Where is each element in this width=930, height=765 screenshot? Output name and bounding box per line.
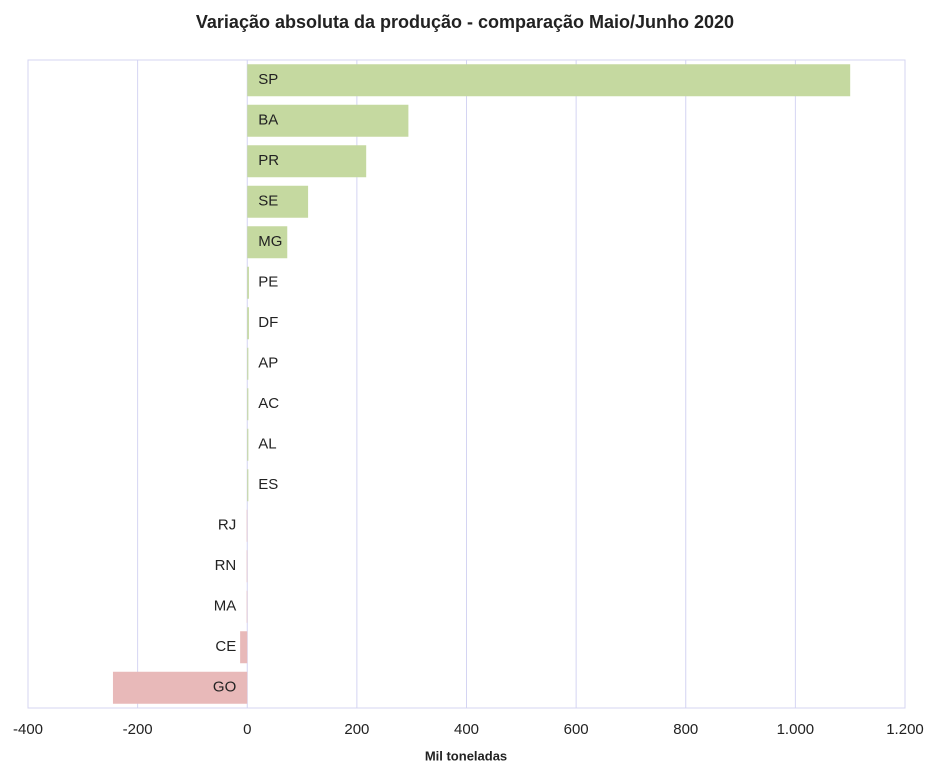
bar [247, 469, 249, 502]
bar [247, 388, 249, 421]
bar [247, 104, 409, 137]
bar [112, 671, 248, 704]
category-label: GO [213, 679, 236, 696]
x-tick-label: 0 [243, 721, 251, 738]
bar [247, 266, 249, 299]
bar [247, 347, 249, 380]
category-label: BA [258, 112, 278, 129]
bar [247, 185, 309, 218]
x-tick-label: 800 [673, 721, 698, 738]
category-label: CE [215, 638, 236, 655]
category-label: MA [214, 598, 237, 615]
category-label: AP [258, 355, 278, 372]
bar [240, 631, 248, 664]
category-label: AC [258, 395, 279, 412]
bar [247, 307, 249, 340]
x-tick-label: 400 [454, 721, 479, 738]
category-label: PR [258, 152, 279, 169]
category-label: RN [215, 557, 237, 574]
x-tick-label: -400 [13, 721, 43, 738]
bar [247, 226, 288, 259]
x-tick-label: 1.200 [886, 721, 924, 738]
x-tick-label: 200 [344, 721, 369, 738]
x-tick-label: 1.000 [777, 721, 815, 738]
bar [246, 550, 248, 583]
bar [247, 428, 249, 461]
category-label: MG [258, 233, 282, 250]
category-label: SP [258, 71, 278, 88]
category-label: ES [258, 476, 278, 493]
bar [247, 64, 851, 97]
bar [247, 145, 367, 178]
x-tick-label: -200 [123, 721, 153, 738]
bar [246, 590, 248, 623]
chart-title: Variação absoluta da produção - comparaç… [196, 12, 734, 32]
category-label: DF [258, 314, 278, 331]
category-label: SE [258, 193, 278, 210]
x-axis-title: Mil toneladas [425, 748, 507, 763]
x-tick-label: 600 [564, 721, 589, 738]
category-label: RJ [218, 517, 236, 534]
category-label: PE [258, 274, 278, 291]
category-label: AL [258, 436, 276, 453]
bar [246, 509, 248, 542]
